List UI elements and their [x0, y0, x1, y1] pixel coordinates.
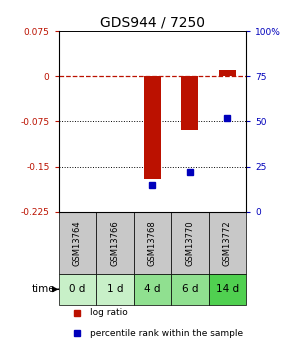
Bar: [181, 76, 198, 130]
Bar: [59, 212, 96, 274]
Text: 1 d: 1 d: [107, 284, 123, 294]
Bar: [171, 274, 209, 305]
Text: 0 d: 0 d: [69, 284, 86, 294]
Bar: [209, 212, 246, 274]
Bar: [96, 212, 134, 274]
Text: GSM13768: GSM13768: [148, 220, 157, 266]
Text: GSM13770: GSM13770: [185, 220, 194, 266]
Bar: [59, 274, 96, 305]
Bar: [144, 76, 161, 179]
Bar: [219, 70, 236, 76]
Text: 4 d: 4 d: [144, 284, 161, 294]
Bar: [134, 274, 171, 305]
Text: 6 d: 6 d: [182, 284, 198, 294]
Text: GSM13772: GSM13772: [223, 220, 232, 266]
Bar: [134, 212, 171, 274]
Text: GSM13766: GSM13766: [110, 220, 119, 266]
Title: GDS944 / 7250: GDS944 / 7250: [100, 16, 205, 30]
Text: 14 d: 14 d: [216, 284, 239, 294]
Bar: [209, 274, 246, 305]
Bar: [96, 274, 134, 305]
Text: time: time: [32, 284, 56, 294]
Text: GSM13764: GSM13764: [73, 220, 82, 266]
Text: percentile rank within the sample: percentile rank within the sample: [91, 329, 243, 338]
Text: log ratio: log ratio: [91, 308, 128, 317]
Bar: [171, 212, 209, 274]
